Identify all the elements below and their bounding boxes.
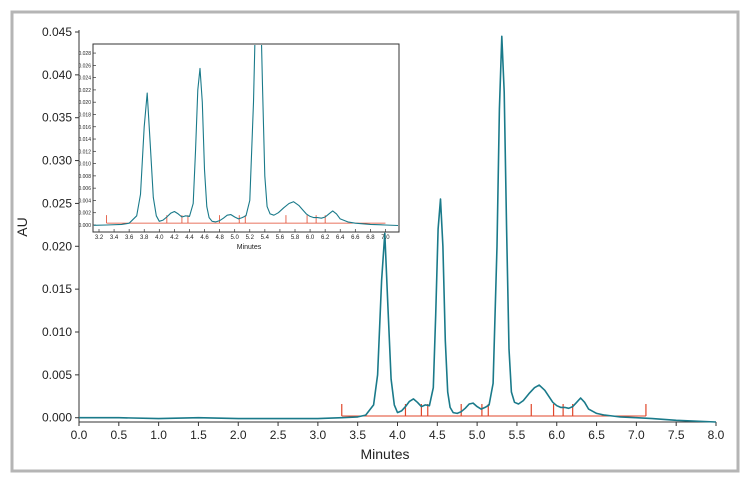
inset-y-tick-label: 0.000	[78, 223, 91, 229]
x-tick-label: 2.5	[270, 428, 287, 442]
inset-x-tick-label: 7.0	[381, 235, 390, 241]
y-tick-label: 0.010	[42, 325, 72, 339]
y-tick-label: 0.035	[42, 111, 72, 125]
main-y-axis: 0.000 0.005 0.010 0.015 0.020 0.025 0.030 0.035…	[42, 25, 79, 425]
x-tick-label: 1.0	[150, 428, 167, 442]
inset-x-tick-label: 5.4	[261, 235, 270, 241]
inset-y-tick-label: 0.014	[78, 137, 91, 143]
inset-y-tick-label: 0.018	[78, 112, 91, 118]
inset-x-axis-label: Minutes	[237, 244, 262, 251]
inset-chromatogram-trace	[94, 45, 398, 227]
inset-x-tick-label: 3.4	[110, 235, 119, 241]
x-tick-label: 3.0	[310, 428, 327, 442]
x-tick-label: 0.0	[71, 428, 88, 442]
y-tick-label: 0.000	[42, 411, 72, 425]
main-x-axis: 0.0 0.5 1.0 1.5 2.0 2.5 3.0 3.5 4.0 4.5 5.0 5.5 6.0 6…	[71, 422, 725, 442]
y-tick-label: 0.005	[42, 368, 72, 382]
y-tick-label: 0.040	[42, 68, 72, 82]
x-tick-label: 5.5	[509, 428, 526, 442]
inset-x-tick-label: 6.8	[366, 235, 375, 241]
x-tick-label: 7.5	[668, 428, 685, 442]
inset-x-tick-label: 4.4	[185, 235, 194, 241]
inset-y-tick-label: 0.020	[78, 100, 91, 106]
inset-y-tick-label: 0.006	[78, 186, 91, 192]
inset-x-tick-label: 3.2	[95, 235, 104, 241]
inset-x-tick-label: 6.2	[321, 235, 330, 241]
inset-y-tick-label: 0.010	[78, 162, 91, 168]
inset-x-tick-label: 5.6	[276, 235, 285, 241]
x-tick-label: 4.0	[389, 428, 406, 442]
integration-marks	[341, 404, 647, 417]
inset-series-layer	[94, 45, 398, 227]
inset-y-tick-label: 0.004	[78, 198, 91, 204]
x-tick-label: 4.5	[429, 428, 446, 442]
inset-x-tick-label: 4.0	[155, 235, 164, 241]
inset-x-tick-label: 5.2	[246, 235, 255, 241]
x-tick-label: 1.5	[190, 428, 207, 442]
inset-x-tick-label: 4.6	[200, 235, 209, 241]
inset-x-tick-label: 4.8	[215, 235, 224, 241]
inset-x-tick-label: 3.6	[125, 235, 134, 241]
inset-y-tick-label: 0.026	[78, 63, 91, 69]
inset-y-tick-label: 0.028	[78, 51, 91, 57]
chromatogram-trace	[79, 35, 717, 423]
x-tick-label: 6.0	[548, 428, 565, 442]
inset-y-axis: 0.000 0.002 0.004 0.006 0.008 0.010 0.012 0.014…	[78, 51, 96, 229]
inset-y-tick-label: 0.022	[78, 88, 91, 94]
inset-x-tick-label: 4.2	[170, 235, 179, 241]
main-chart: 0.000 0.005 0.010 0.015 0.020 0.025 0.030 0.035…	[14, 25, 725, 462]
inset-chart: 0.000 0.002 0.004 0.006 0.008 0.010 0.012 0.014…	[78, 43, 400, 251]
x-tick-label: 8.0	[708, 428, 725, 442]
inset-x-axis: 3.2 3.4 3.6 3.8 4.0 4.2 4.4 4.6 4.8 5.0 5.2 5.4 5.6 5…	[95, 229, 390, 241]
x-tick-label: 0.5	[110, 428, 127, 442]
inset-y-tick-label: 0.016	[78, 125, 91, 131]
main-x-axis-label: Minutes	[360, 446, 409, 462]
y-tick-label: 0.045	[42, 25, 72, 39]
inset-x-tick-label: 5.0	[231, 235, 240, 241]
x-tick-label: 2.0	[230, 428, 247, 442]
inset-y-tick-label: 0.008	[78, 174, 91, 180]
inset-x-tick-label: 5.8	[291, 235, 300, 241]
x-tick-label: 7.0	[628, 428, 645, 442]
inset-x-tick-label: 6.4	[336, 235, 345, 241]
main-series-layer	[79, 35, 717, 423]
inset-y-tick-label: 0.024	[78, 76, 91, 82]
y-tick-label: 0.020	[42, 239, 72, 253]
x-tick-label: 6.5	[588, 428, 605, 442]
inset-x-tick-label: 6.0	[306, 235, 315, 241]
inset-x-tick-label: 3.8	[140, 235, 149, 241]
y-tick-label: 0.025	[42, 196, 72, 210]
inset-y-tick-label: 0.012	[78, 149, 91, 155]
x-tick-label: 5.0	[469, 428, 486, 442]
inset-y-tick-label: 0.002	[78, 211, 91, 217]
inset-x-tick-label: 6.6	[351, 235, 360, 241]
x-tick-label: 3.5	[349, 428, 366, 442]
main-y-axis-label: AU	[14, 217, 30, 236]
y-tick-label: 0.030	[42, 154, 72, 168]
y-tick-label: 0.015	[42, 282, 72, 296]
